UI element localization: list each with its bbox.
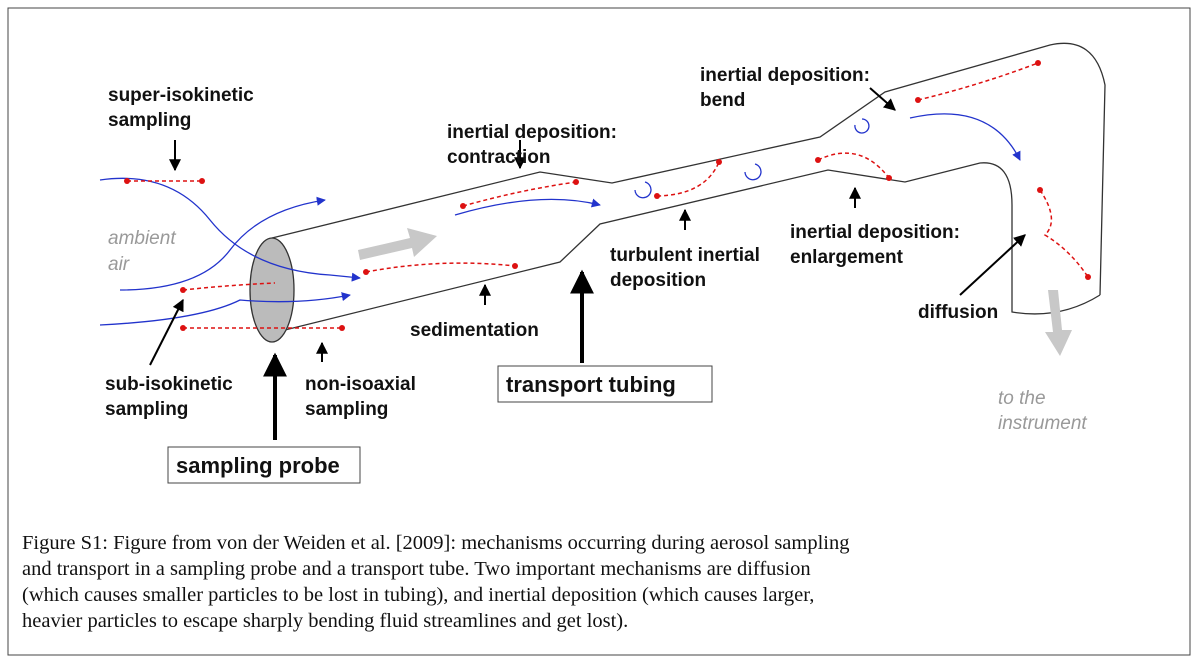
labels: super-isokinetic sampling ambient air iner… <box>105 65 1087 484</box>
particle-paths <box>124 60 1091 331</box>
label: transport tubing <box>506 372 676 397</box>
label: to the instrument <box>998 388 1087 434</box>
caption: Figure S1: Figure from von der Weiden et… <box>22 532 849 632</box>
label: turbulent inertial deposition <box>610 245 760 291</box>
text-line: Figure S1: Figure from von der Weiden et… <box>22 532 849 554</box>
label: sampling probe <box>176 453 340 478</box>
label: inertial deposition: enlargement <box>790 222 960 268</box>
text-line: non-isoaxial <box>305 374 416 395</box>
text-line: to the <box>998 388 1046 409</box>
label: ambient air <box>108 228 176 275</box>
text-line: sampling <box>108 110 191 131</box>
text-line: and transport in a sampling probe and a … <box>22 558 811 580</box>
text-line: super-isokinetic <box>108 85 254 106</box>
text-line: transport tubing <box>506 372 676 397</box>
arrows <box>149 87 1072 440</box>
text-line: sampling <box>105 399 188 420</box>
label: inertial deposition: contraction <box>447 122 617 168</box>
text-line: sub-isokinetic <box>105 374 233 395</box>
text-line: ambient <box>108 228 176 249</box>
text-line: inertial deposition: <box>700 65 870 86</box>
label-box <box>167 446 361 484</box>
tube <box>249 42 1106 343</box>
text-line: sampling <box>305 399 388 420</box>
text-line: sedimentation <box>410 320 539 341</box>
text-line: heavier particles to escape sharply bend… <box>22 610 628 632</box>
text-line: air <box>108 254 130 275</box>
text-line: inertial deposition: <box>790 222 960 243</box>
text-line: turbulent inertial <box>610 245 760 266</box>
text-line: deposition <box>610 270 706 291</box>
label: inertial deposition: bend <box>700 65 870 111</box>
label: sub-isokinetic sampling <box>105 374 233 420</box>
frame <box>7 7 1191 656</box>
label-box <box>497 365 713 403</box>
text-line: sampling probe <box>176 453 340 478</box>
streamlines <box>99 113 1021 326</box>
text-line: enlargement <box>790 247 904 268</box>
text-line: bend <box>700 90 745 111</box>
label: non-isoaxial sampling <box>305 374 416 420</box>
label: sedimentation <box>410 320 539 341</box>
label: diffusion <box>918 302 998 323</box>
text-line: diffusion <box>918 302 998 323</box>
text-line: instrument <box>998 413 1087 434</box>
label: super-isokinetic sampling <box>108 85 254 131</box>
text-line: (which causes smaller particles to be lo… <box>22 584 814 606</box>
text-line: contraction <box>447 147 550 168</box>
text-line: inertial deposition: <box>447 122 617 143</box>
